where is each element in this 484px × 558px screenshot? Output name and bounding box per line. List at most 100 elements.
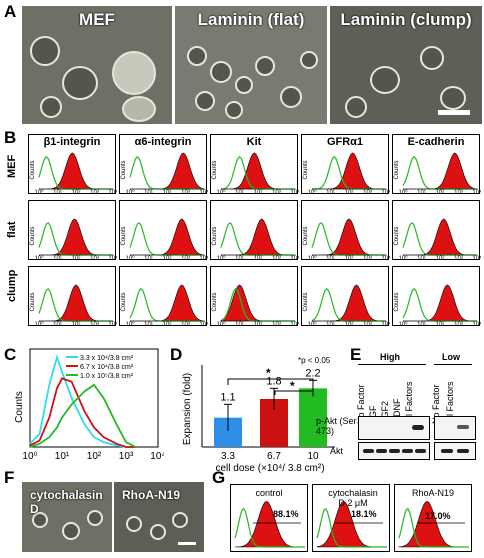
- red-histogram: [312, 218, 386, 256]
- red-histogram: [39, 152, 113, 190]
- histogram-flat-3: Counts 10⁰ 10¹ 10² 10³ 10⁴: [210, 200, 299, 261]
- x-tick-label: 10²: [87, 451, 102, 462]
- panel-label-c: C: [4, 345, 17, 364]
- histogram-ylabel: Counts: [212, 292, 218, 311]
- tick-label: 10¹: [144, 190, 153, 195]
- tick-label: 10³: [90, 190, 99, 195]
- tick-label: 10³: [272, 322, 281, 327]
- tick-label: 10²: [254, 322, 263, 327]
- red-histogram: [130, 284, 205, 322]
- micrograph-laminin-clump-title: Laminin (clump): [340, 10, 472, 29]
- flow-plot-percent: 88.1%: [273, 509, 299, 519]
- data-label-2: 1.8: [266, 375, 281, 387]
- series-line-3: [29, 383, 137, 448]
- tick-label: 10⁴: [472, 321, 481, 327]
- tick-label: 10¹: [53, 322, 62, 327]
- tick-label: 10⁰: [125, 189, 135, 195]
- tick-label: 10²: [436, 322, 445, 327]
- micrograph-rhoa-title: RhoA-N19: [122, 488, 181, 502]
- red-histogram: [403, 284, 477, 322]
- tick-label: 10²: [72, 256, 81, 261]
- tick-label: 10¹: [326, 322, 335, 327]
- chart-c-frame: [29, 348, 159, 448]
- legend-label-1: 3.3 x 10⁴/3.8 cm²: [80, 355, 134, 362]
- flow-plot-g-2: cytochalasin D 2 μM 18.1%: [312, 484, 390, 552]
- tick-label: 10²: [436, 256, 445, 261]
- flow-plot-g-3: RhoA-N19 17.0%: [394, 484, 472, 552]
- tick-label: 10⁰: [398, 321, 408, 327]
- micrograph-laminin-flat: Laminin (flat): [175, 6, 327, 124]
- histogram-clump-5: Counts 10⁰ 10¹ 10² 10³ 10⁴: [392, 266, 481, 327]
- tick-label: 10¹: [235, 256, 244, 261]
- histogram-flat-4: Counts 10⁰ 10¹ 10² 10³ 10⁴: [301, 200, 390, 261]
- red-histogram: [39, 284, 113, 322]
- series-line-2: [29, 377, 136, 448]
- micrograph-laminin-flat-title: Laminin (flat): [197, 10, 305, 29]
- red-histogram: [403, 152, 478, 190]
- tick-label: 10¹: [53, 256, 62, 261]
- tick-label: 10⁴: [199, 189, 208, 195]
- flow-plot-title: control: [255, 488, 283, 498]
- control-histogram: [234, 507, 305, 548]
- flow-plot-title: cytochalasin D 2 μM: [328, 488, 378, 508]
- tick-label: 10⁴: [108, 321, 117, 327]
- sig-bracket-2: [274, 390, 314, 395]
- category-label-3: 10: [307, 451, 319, 462]
- red-histogram: [221, 152, 295, 190]
- red-histogram: [39, 218, 113, 256]
- blot-pakt-high: [358, 416, 430, 440]
- sig-note: *p < 0.05: [298, 356, 331, 365]
- red-histogram: [398, 501, 469, 548]
- tick-label: 10²: [436, 190, 445, 195]
- chart-d-xlabel: cell dose (×10⁴/ 3.8 cm²): [215, 463, 324, 474]
- blot-pakt-low: [434, 416, 476, 440]
- tick-label: 10²: [163, 190, 172, 195]
- histogram-mef-3: Counts 10⁰ 10¹ 10² 10³ 10⁴ Kit: [210, 134, 299, 195]
- row-label-mef: MEF: [6, 154, 18, 178]
- tick-label: 10³: [272, 190, 281, 195]
- sig-bracket-1: [227, 378, 314, 385]
- tick-label: 10³: [363, 322, 372, 327]
- flow-plot-percent: 18.1%: [351, 509, 377, 519]
- red-histogram: [403, 218, 477, 256]
- micrograph-rhoa: RhoA-N19: [114, 482, 204, 552]
- legend-label-3: 1.0 x 10⁵/3.8 cm²: [80, 373, 134, 380]
- tick-label: 10⁴: [381, 321, 390, 327]
- tick-label: 10¹: [326, 256, 335, 261]
- column-title-5: E-cadherin: [407, 136, 465, 148]
- tick-label: 10³: [454, 190, 463, 195]
- tick-label: 10³: [181, 322, 190, 327]
- tick-label: 10⁰: [125, 321, 135, 327]
- x-tick-label: 10⁴: [150, 451, 164, 462]
- tick-label: 10³: [181, 190, 190, 195]
- red-histogram: [130, 152, 205, 190]
- tick-label: 10⁴: [472, 189, 481, 195]
- micrograph-cytochalasin-title: cytochalasin D: [30, 488, 103, 516]
- category-label-2: 6.7: [267, 451, 281, 462]
- histogram-ylabel: Counts: [394, 160, 400, 179]
- panel-label-f: F: [4, 468, 15, 487]
- tick-label: 10¹: [53, 190, 62, 195]
- tick-label: 10⁰: [216, 189, 226, 195]
- tick-label: 10²: [254, 190, 263, 195]
- tick-label: 10¹: [235, 190, 244, 195]
- control-histogram: [316, 507, 387, 548]
- tick-label: 10⁴: [199, 321, 208, 327]
- red-histogram: [130, 218, 205, 256]
- histogram-mef-4: Counts 10⁰ 10¹ 10² 10³ 10⁴ GFRα1: [301, 134, 390, 195]
- scale-bar-f: [178, 542, 196, 545]
- blot-akt-high: [358, 442, 430, 460]
- tick-label: 10²: [72, 322, 81, 327]
- group-high: High: [380, 352, 400, 362]
- tick-label: 10⁴: [381, 255, 390, 261]
- tick-label: 10³: [363, 256, 372, 261]
- tick-label: 10³: [454, 256, 463, 261]
- histogram-ylabel: Counts: [394, 226, 400, 245]
- red-histogram: [312, 284, 386, 322]
- x-tick-label: 10³: [119, 451, 134, 462]
- scale-bar: [438, 110, 470, 115]
- data-label-1: 1.1: [220, 391, 235, 403]
- control-histogram: [398, 507, 469, 548]
- micrograph-cytochalasin: cytochalasin D: [22, 482, 112, 552]
- histogram-clump-3: Counts 10⁰ 10¹ 10² 10³ 10⁴: [210, 266, 299, 327]
